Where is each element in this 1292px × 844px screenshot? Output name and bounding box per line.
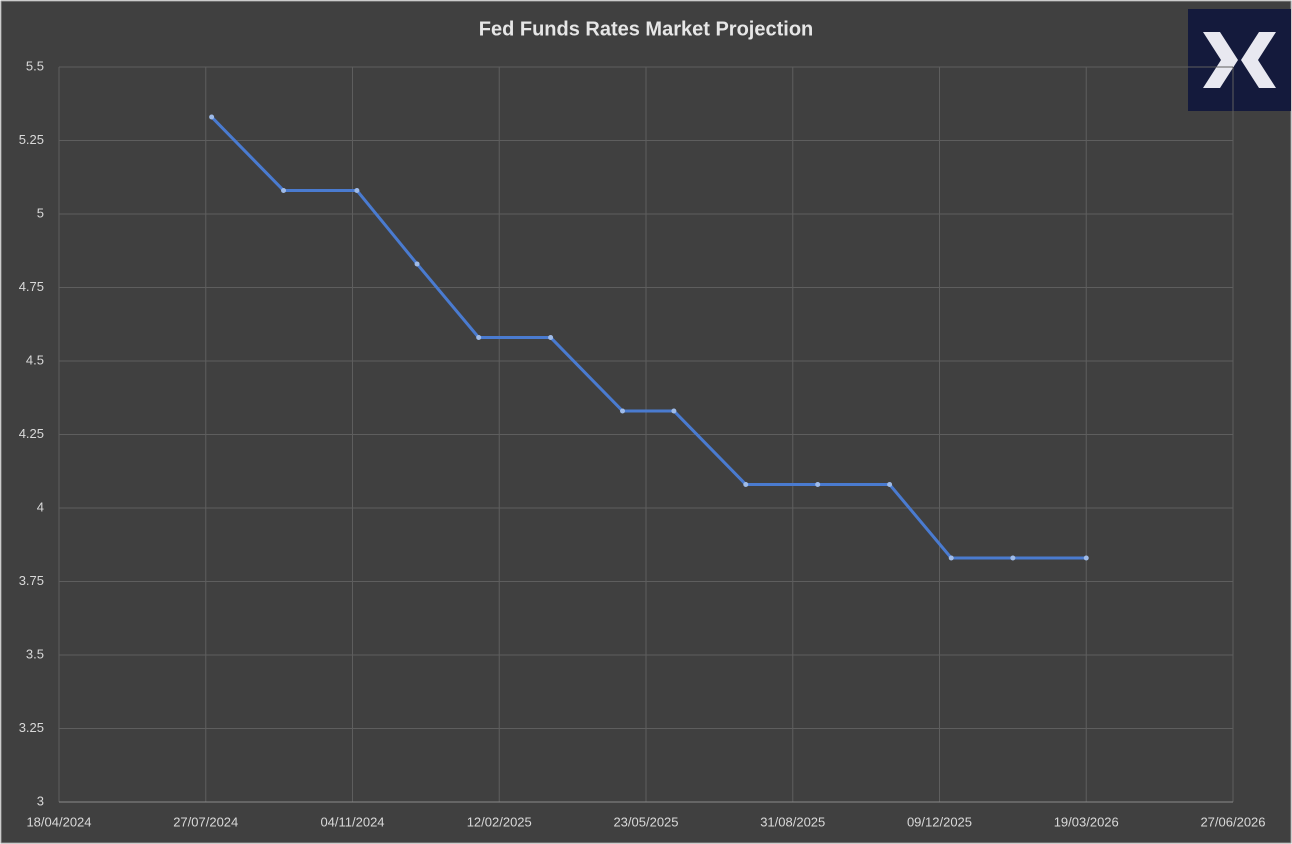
data-point: [354, 187, 360, 193]
y-tick-label: 5: [37, 205, 44, 220]
x-tick-label: 19/03/2026: [1054, 814, 1119, 829]
x-tick-label: 09/12/2025: [907, 814, 972, 829]
y-tick-label: 3.5: [26, 646, 44, 661]
data-point: [548, 334, 554, 340]
data-point: [671, 408, 677, 414]
data-point: [743, 481, 749, 487]
y-tick-label: 3: [37, 793, 44, 808]
x-tick-label: 23/05/2025: [613, 814, 678, 829]
logo-box: [1188, 9, 1291, 111]
data-point: [815, 481, 821, 487]
y-tick-label: 4.75: [19, 279, 44, 294]
data-point: [887, 481, 893, 487]
y-tick-label: 5.5: [26, 58, 44, 73]
y-tick-label: 4.25: [19, 426, 44, 441]
x-tick-label: 31/08/2025: [760, 814, 825, 829]
data-point: [948, 555, 954, 561]
data-point: [209, 114, 215, 120]
x-tick-label: 04/11/2024: [320, 814, 384, 829]
y-tick-label: 5.25: [19, 132, 44, 147]
x-tick-label: 18/04/2024: [26, 814, 91, 829]
series-line: [210, 115, 1087, 560]
y-tick-label: 4: [37, 499, 44, 514]
logo-shape: [1203, 32, 1238, 88]
logo-shape: [1241, 32, 1276, 88]
x-tick-label: 27/06/2026: [1200, 814, 1265, 829]
data-point: [620, 408, 626, 414]
data-point: [281, 187, 287, 193]
data-point: [1083, 555, 1089, 561]
x-tick-label: 27/07/2024: [173, 814, 238, 829]
data-point: [414, 261, 420, 267]
y-tick-label: 3.25: [19, 720, 44, 735]
y-tick-label: 4.5: [26, 352, 44, 367]
x-tick-label: 12/02/2025: [467, 814, 532, 829]
data-point: [476, 334, 482, 340]
logo: [1188, 9, 1291, 111]
y-tick-label: 3.75: [19, 573, 44, 588]
chart-title: Fed Funds Rates Market Projection: [479, 18, 814, 40]
data-point: [1010, 555, 1016, 561]
